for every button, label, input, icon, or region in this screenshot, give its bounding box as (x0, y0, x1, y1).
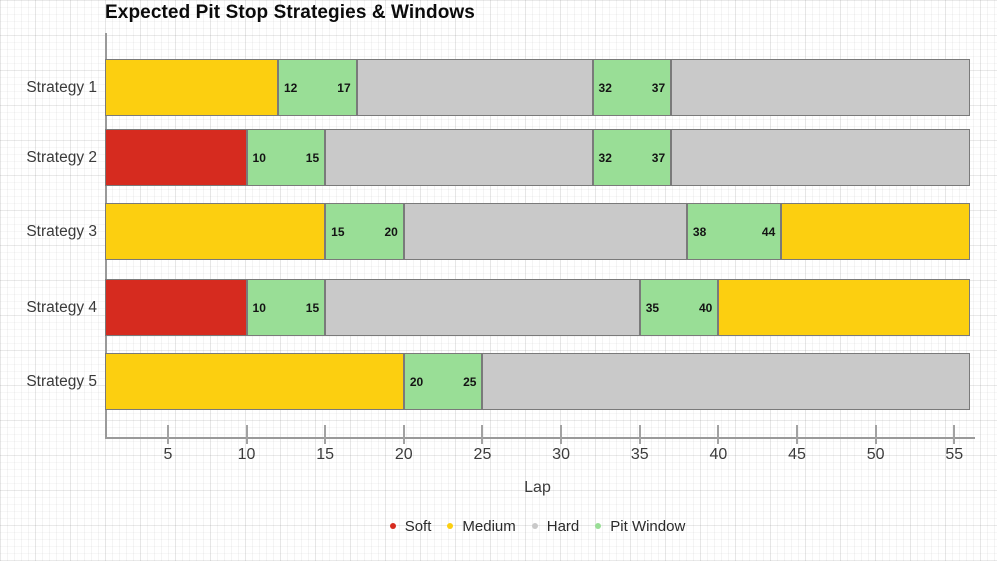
segment-medium (781, 203, 970, 260)
segment-pit-window: 10 15 (246, 279, 326, 336)
legend-item-hard: Hard (531, 517, 580, 535)
segment-pit-window: 38 44 (686, 203, 782, 260)
x-tick-label: 25 (473, 446, 492, 463)
x-tick-mark (638, 425, 641, 444)
pit-window-end-label: 37 (651, 150, 666, 165)
segment-medium (105, 353, 404, 410)
legend-item-pit-window: Pit Window (595, 518, 685, 535)
x-tick-mark (245, 425, 248, 444)
legend-label: Medium (462, 517, 516, 535)
segment-pit-window: 15 20 (325, 203, 404, 260)
row-label-strategy-3: Strategy 3 (26, 222, 97, 240)
segment-pit-window: 32 37 (592, 129, 672, 186)
segment-pit-window: 20 25 (403, 353, 483, 410)
segment-soft (105, 129, 247, 186)
segment-pit-window: 35 40 (639, 279, 719, 336)
pit-window-start-label: 32 (598, 80, 612, 95)
pit-window-start-label: 12 (284, 80, 298, 95)
segment-hard (671, 129, 970, 186)
x-tick-mark (560, 425, 563, 444)
x-tick-label: 40 (709, 446, 728, 463)
x-tick-mark (166, 425, 169, 444)
pit-window-start-label: 38 (692, 224, 707, 239)
legend-item-medium: Medium (447, 517, 516, 535)
pit-window-end-label: 17 (337, 80, 351, 95)
x-tick-label: 45 (788, 446, 806, 463)
x-axis-label: Lap (524, 479, 551, 496)
x-tick-label: 5 (163, 446, 173, 463)
x-axis-line (105, 437, 975, 439)
legend: Soft Medium Hard Pit Window (105, 515, 970, 537)
row-label-strategy-5: Strategy 5 (26, 372, 97, 390)
pit-window-start-label: 32 (598, 150, 612, 165)
segment-hard (403, 203, 687, 260)
segment-pit-window: 32 37 (592, 59, 672, 116)
legend-label: Pit Window (610, 517, 686, 535)
legend-label: Soft (404, 517, 432, 535)
segment-hard (482, 353, 970, 410)
segment-hard (671, 59, 970, 116)
x-tick-label: 20 (394, 446, 413, 463)
segment-medium (718, 279, 970, 336)
x-tick-mark (953, 425, 956, 444)
pit-window-start-label: 10 (252, 300, 266, 315)
pit-window-start-label: 15 (331, 224, 345, 239)
x-tick-label: 15 (316, 446, 335, 463)
pit-window-end-label: 25 (463, 374, 477, 389)
segment-medium (105, 59, 278, 116)
x-tick-mark (402, 425, 405, 444)
row-label-strategy-1: Strategy 1 (26, 78, 97, 96)
segment-pit-window: 10 15 (246, 129, 326, 186)
x-tick-mark (717, 425, 720, 444)
segment-hard (356, 59, 593, 116)
segment-hard (325, 129, 593, 186)
segment-hard (325, 279, 640, 336)
x-tick-label: 30 (552, 446, 570, 463)
pit-window-end-label: 40 (698, 300, 713, 315)
x-tick-label: 10 (237, 446, 256, 463)
pit-window-end-label: 44 (761, 224, 776, 239)
x-tick-mark (324, 425, 327, 444)
legend-dot-icon (595, 523, 602, 529)
pit-window-start-label: 20 (409, 374, 424, 389)
row-label-strategy-4: Strategy 4 (26, 298, 97, 316)
pit-window-end-label: 15 (305, 300, 320, 315)
pit-window-end-label: 15 (305, 150, 320, 165)
x-tick-mark (796, 425, 798, 444)
segment-medium (105, 203, 326, 260)
x-tick-label: 35 (630, 446, 649, 463)
x-tick-mark (481, 425, 484, 444)
pit-window-end-label: 20 (384, 224, 398, 239)
x-tick-label: 55 (945, 446, 964, 463)
legend-dot-icon (389, 523, 396, 529)
legend-item-soft: Soft (389, 517, 432, 535)
pit-window-end-label: 37 (651, 80, 666, 95)
legend-dot-icon (531, 523, 538, 529)
pit-window-start-label: 10 (252, 150, 266, 165)
chart-title: Expected Pit Stop Strategies & Windows (105, 2, 475, 23)
legend-label: Hard (546, 517, 580, 535)
segment-pit-window: 12 17 (278, 59, 357, 116)
pit-window-start-label: 35 (645, 300, 660, 315)
legend-dot-icon (447, 523, 454, 529)
segment-soft (105, 279, 247, 336)
x-tick-mark (874, 425, 877, 444)
row-label-strategy-2: Strategy 2 (26, 148, 97, 166)
x-tick-label: 50 (866, 446, 885, 463)
